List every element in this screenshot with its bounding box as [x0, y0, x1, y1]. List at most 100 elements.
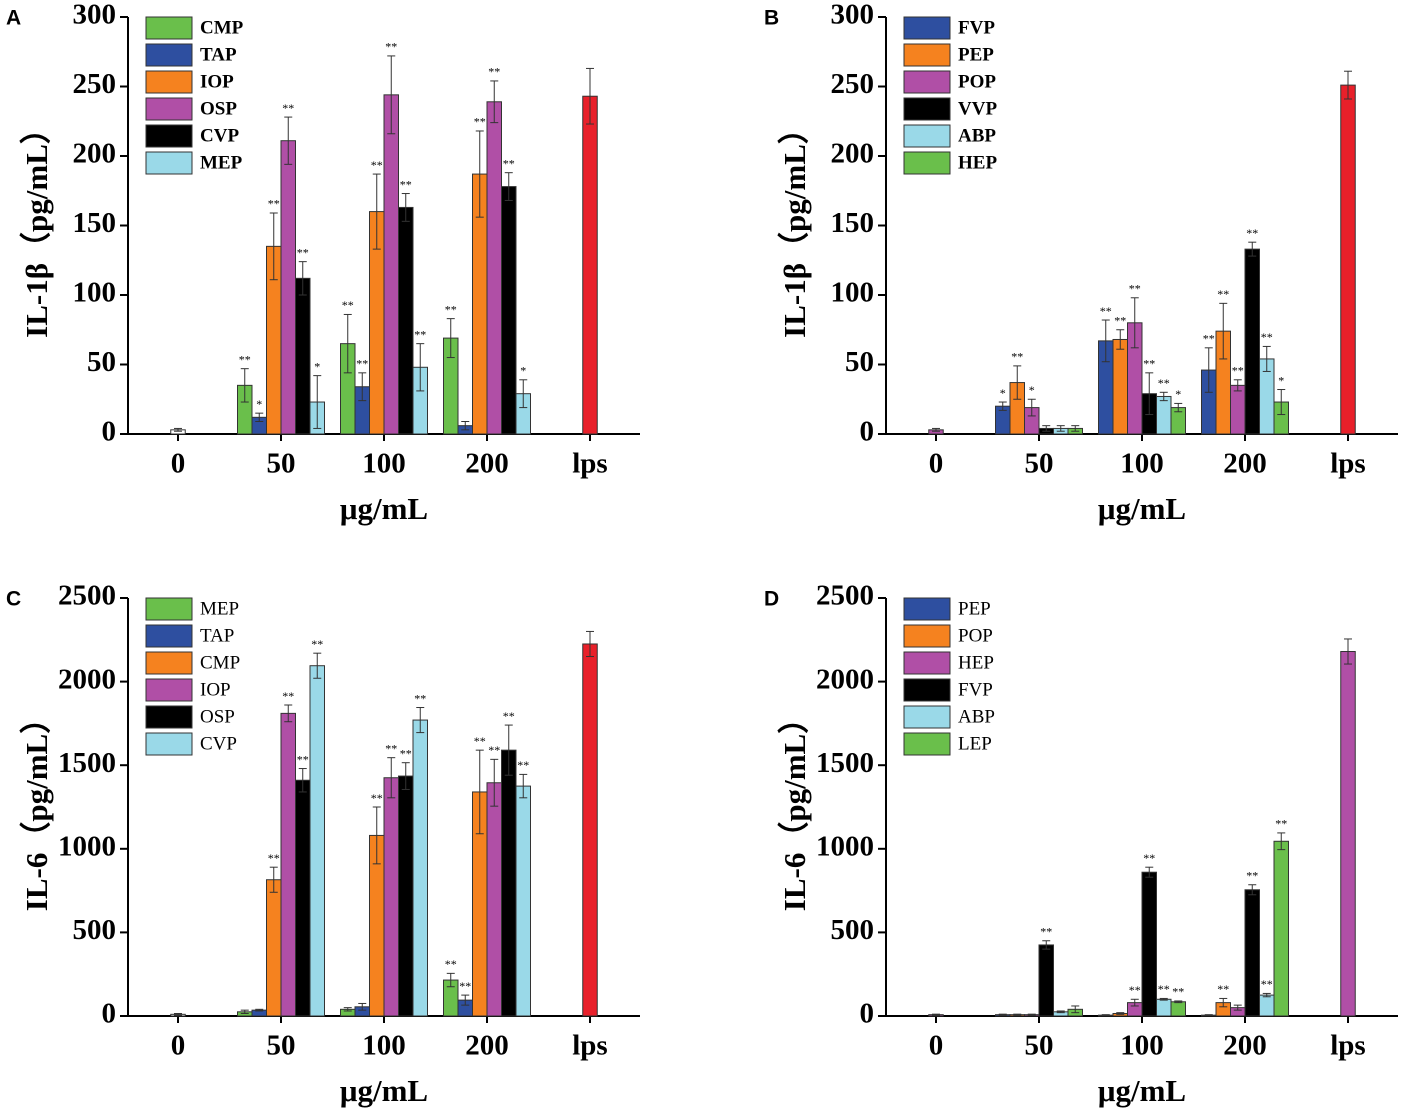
significance-label: ** — [1217, 287, 1229, 301]
x-tick-label: 100 — [362, 448, 406, 480]
significance-label: ** — [400, 177, 412, 191]
legend-swatch — [903, 597, 951, 621]
legend-swatch — [903, 651, 951, 675]
legend-swatch — [903, 97, 951, 121]
legend-swatch — [903, 151, 951, 175]
significance-label: ** — [1246, 226, 1258, 240]
bar — [398, 206, 414, 435]
bar — [515, 785, 531, 1017]
bar — [295, 779, 311, 1017]
y-axis-label: IL-1β（pg/mL） — [19, 113, 54, 338]
significance-label: ** — [1232, 364, 1244, 378]
significance-label: ** — [1261, 330, 1273, 344]
legend-swatch — [145, 597, 193, 621]
legend-label: MEP — [200, 152, 243, 173]
legend-swatch — [145, 16, 193, 40]
bar — [1340, 84, 1356, 435]
bar — [280, 140, 296, 435]
y-tick-label: 1500 — [816, 747, 874, 779]
legend-swatch — [145, 624, 193, 648]
x-tick-label: 100 — [1120, 1030, 1164, 1062]
significance-label: * — [520, 364, 526, 378]
legend-label: POP — [958, 625, 993, 646]
legend-swatch — [903, 624, 951, 648]
bar — [1156, 395, 1172, 435]
y-tick-label: 2000 — [816, 663, 874, 695]
x-axis-label: μg/mL — [1098, 1073, 1186, 1108]
x-tick-label: 50 — [267, 448, 296, 480]
legend-label: POP — [958, 71, 996, 92]
panel-label: C — [6, 588, 21, 611]
bar — [582, 95, 598, 435]
panel-label: D — [764, 588, 779, 611]
bar — [582, 643, 598, 1017]
y-tick-label: 1500 — [58, 747, 116, 779]
significance-label: ** — [385, 741, 397, 755]
bar — [1141, 871, 1157, 1017]
legend-label: CVP — [200, 733, 237, 754]
legend-label: HEP — [958, 652, 994, 673]
x-tick-label: lps — [572, 448, 607, 480]
significance-label: ** — [459, 979, 471, 993]
bar — [486, 101, 502, 435]
legend-label: CMP — [200, 17, 244, 38]
bar — [486, 782, 502, 1017]
y-tick-label: 300 — [831, 0, 875, 31]
x-axis-label: μg/mL — [340, 1073, 428, 1108]
x-tick-label: lps — [1330, 448, 1365, 480]
significance-label: ** — [503, 709, 515, 723]
x-tick-label: lps — [1330, 1030, 1365, 1062]
significance-label: ** — [1129, 983, 1141, 997]
y-tick-label: 150 — [831, 207, 875, 239]
y-tick-label: 200 — [73, 138, 117, 170]
bar — [266, 879, 282, 1017]
legend-swatch — [145, 97, 193, 121]
significance-label: ** — [1246, 868, 1258, 882]
significance-label: ** — [1172, 985, 1184, 999]
x-tick-label: lps — [572, 1030, 607, 1062]
significance-label: ** — [297, 752, 309, 766]
bar — [383, 94, 399, 435]
x-tick-label: 200 — [465, 1030, 509, 1062]
legend-swatch — [145, 124, 193, 148]
y-tick-label: 2500 — [816, 580, 874, 612]
bar — [295, 277, 311, 435]
legend-label: OSP — [200, 706, 235, 727]
significance-label: ** — [268, 851, 280, 865]
y-tick-label: 0 — [102, 416, 117, 448]
legend-label: TAP — [200, 44, 237, 65]
legend-swatch — [903, 16, 951, 40]
bar — [1038, 944, 1054, 1017]
y-axis-label: IL-1β（pg/mL） — [777, 113, 812, 338]
legend-swatch — [903, 43, 951, 67]
significance-label: ** — [445, 957, 457, 971]
bar — [1170, 1001, 1186, 1017]
legend-swatch — [903, 124, 951, 148]
legend-label: MEP — [200, 598, 239, 619]
y-axis-label: IL-6（pg/mL） — [19, 703, 54, 911]
y-tick-label: 0 — [860, 998, 875, 1030]
significance-label: ** — [1143, 357, 1155, 371]
legend-label: ABP — [958, 125, 996, 146]
legend-label: ABP — [958, 706, 995, 727]
legend-swatch — [145, 732, 193, 756]
y-tick-label: 500 — [73, 914, 117, 946]
significance-label: * — [1029, 383, 1035, 397]
x-tick-label: 50 — [1025, 448, 1054, 480]
legend-swatch — [903, 732, 951, 756]
legend-swatch — [145, 70, 193, 94]
significance-label: ** — [371, 791, 383, 805]
bar — [501, 186, 517, 435]
y-tick-label: 1000 — [58, 830, 116, 862]
legend-label: CVP — [200, 125, 239, 146]
significance-label: * — [314, 359, 320, 373]
significance-label: ** — [311, 637, 323, 651]
legend-swatch — [145, 705, 193, 729]
legend-label: PEP — [958, 44, 994, 65]
y-tick-label: 0 — [102, 998, 117, 1030]
significance-label: ** — [1275, 817, 1287, 831]
x-tick-label: 0 — [929, 1030, 944, 1062]
legend-label: PEP — [958, 598, 991, 619]
significance-label: ** — [1143, 851, 1155, 865]
